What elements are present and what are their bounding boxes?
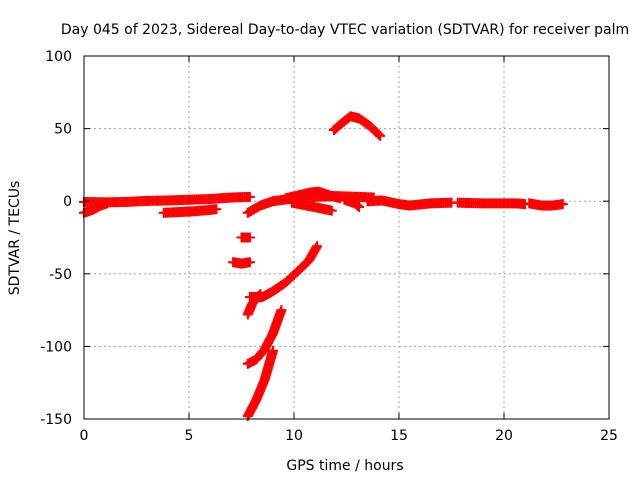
x-tick-label: 15	[390, 428, 408, 444]
axis-ticks: 0 5 10 15 20 25 -150 -100 -50 0 50 100	[40, 49, 618, 444]
data-point-marker	[268, 345, 278, 356]
chart-title: Day 045 of 2023, Sidereal Day-to-day VTE…	[61, 22, 629, 38]
x-tick-label: 25	[600, 428, 618, 444]
data-point-marker	[354, 202, 365, 213]
x-tick-label: 10	[285, 428, 303, 444]
data-point-marker	[312, 241, 323, 252]
data-point-marker	[102, 198, 113, 209]
data-point-marker	[326, 205, 337, 216]
data-point-marker	[254, 290, 265, 301]
data-point-marker	[373, 129, 384, 140]
data-point-marker	[211, 204, 222, 215]
y-tick-label: 50	[54, 122, 72, 138]
data-point-marker	[276, 305, 287, 316]
x-tick-label: 20	[495, 428, 513, 444]
data-point-marker	[253, 291, 264, 302]
plot-frame	[83, 55, 610, 420]
y-tick-label: -50	[49, 267, 72, 283]
data-point-marker	[244, 191, 255, 202]
x-tick-label: 0	[80, 428, 89, 444]
y-tick-label: 0	[63, 194, 72, 210]
data-point-marker	[375, 130, 386, 141]
y-axis-label: SDTVAR / TECUs	[7, 181, 23, 296]
data-point-marker	[244, 257, 255, 268]
y-tick-label: -150	[40, 412, 72, 428]
data-point-marker	[255, 289, 266, 300]
y-tick-label: -100	[40, 339, 72, 355]
data-points	[79, 111, 568, 422]
data-point-marker	[244, 232, 255, 243]
x-axis-label: GPS time / hours	[286, 458, 403, 474]
grid-lines	[84, 56, 609, 419]
y-tick-label: 100	[45, 49, 72, 65]
data-point-marker	[352, 200, 363, 211]
data-point-marker	[557, 199, 568, 210]
x-tick-label: 5	[185, 428, 194, 444]
